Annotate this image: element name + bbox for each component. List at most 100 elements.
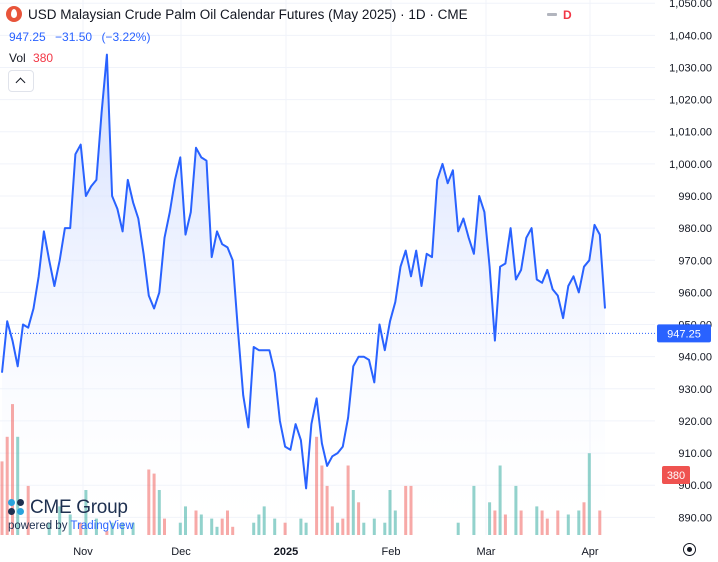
last-price-tag — [657, 324, 711, 343]
chart-header: USD Malaysian Crude Palm Oil Calendar Fu… — [6, 6, 468, 22]
volume-bar — [556, 510, 560, 535]
y-tick-label: 1,000.00 — [669, 159, 712, 171]
volume-bar — [587, 453, 591, 535]
volume-bar — [582, 502, 586, 535]
volume-bar — [503, 514, 507, 535]
volume-bar — [68, 514, 72, 535]
volume-bar — [58, 506, 62, 535]
y-tick-label: 1,010.00 — [669, 127, 712, 139]
volume-bar — [215, 526, 219, 535]
volume-bar — [372, 518, 376, 535]
symbol-title[interactable]: USD Malaysian Crude Palm Oil Calendar Fu… — [28, 6, 468, 22]
volume-bar — [5, 436, 9, 535]
y-tick-label: 980.00 — [678, 223, 712, 235]
volume-bar — [226, 510, 229, 535]
y-tick-label: 910.00 — [678, 448, 712, 460]
volume-bar — [351, 490, 355, 535]
volume-bar — [163, 518, 166, 535]
last-price: 947.25 — [9, 30, 46, 44]
volume-bar — [514, 485, 518, 535]
volume-bar — [357, 502, 361, 535]
delayed-badge[interactable]: D — [563, 8, 572, 22]
y-tick-label: 960.00 — [678, 287, 712, 299]
volume-bar — [184, 506, 187, 535]
last-volume-tag — [662, 466, 690, 484]
cme-globe-icon — [8, 499, 26, 517]
volume-bar — [540, 510, 544, 535]
volume-bar — [220, 518, 224, 535]
volume-bar — [121, 522, 125, 535]
volume-bar — [210, 518, 214, 535]
cme-group-logo: CME Group — [8, 497, 128, 519]
y-tick-label: 970.00 — [678, 255, 712, 267]
volume-bar — [409, 485, 413, 535]
volume-label: Vol — [9, 51, 26, 65]
y-tick-label: 1,020.00 — [669, 95, 712, 107]
volume-bar — [131, 522, 135, 535]
y-tick-label: 940.00 — [678, 352, 712, 364]
volume-bar — [566, 514, 570, 535]
price-readout: 947.25 −31.50 (−3.22%) — [9, 30, 156, 44]
volume-bar — [11, 404, 14, 535]
volume-bar — [231, 526, 235, 535]
powered-by[interactable]: powered by TradingView — [8, 520, 134, 532]
volume-bar — [257, 514, 261, 535]
cme-flame-icon — [6, 6, 22, 22]
volume-bar — [315, 436, 319, 535]
volume-bar — [273, 518, 277, 535]
tradingview-brand[interactable]: TradingView — [70, 520, 134, 532]
volume-bar — [84, 490, 88, 535]
volume-bar — [147, 469, 151, 535]
volume-bar — [456, 522, 460, 535]
volume-bar — [94, 518, 98, 535]
x-tick-label: Mar — [477, 546, 496, 558]
volume-bar — [598, 510, 602, 535]
volume-bar — [47, 522, 51, 535]
volume-bar — [472, 485, 476, 535]
volume-bar — [252, 522, 256, 535]
volume-bar — [194, 510, 198, 535]
x-tick-label: Dec — [171, 546, 191, 558]
price-area — [2, 54, 605, 535]
volume-bar — [110, 522, 114, 535]
logo-text: CME Group — [30, 497, 128, 518]
last-price-tag-text: 947.25 — [667, 328, 701, 340]
volume-bar — [199, 514, 203, 535]
x-tick-label: Apr — [581, 546, 598, 558]
volume-bar — [152, 473, 156, 535]
volume-bar — [0, 461, 4, 535]
volume-bar — [393, 510, 397, 535]
volume-bar — [493, 510, 497, 535]
volume-bar — [325, 485, 329, 535]
volume-bar — [341, 518, 345, 535]
volume-bar — [330, 506, 334, 535]
volume-bar — [362, 522, 366, 535]
collapse-legend-button[interactable] — [8, 70, 34, 92]
volume-bar — [16, 436, 20, 535]
price-change-pct: (−3.22%) — [101, 30, 151, 44]
volume-bar — [488, 502, 492, 535]
volume-bar — [545, 518, 549, 535]
volume-bar — [383, 522, 387, 535]
y-tick-label: 1,050.00 — [669, 0, 712, 10]
volume-bar — [283, 522, 287, 535]
volume-bar — [299, 518, 303, 535]
volume-bar — [577, 510, 581, 535]
y-tick-label: 1,040.00 — [669, 30, 712, 42]
volume-bar — [320, 465, 324, 535]
volume-bar — [498, 465, 502, 535]
volume-bar — [346, 465, 350, 535]
minimize-icon[interactable] — [547, 13, 557, 16]
x-tick-label: Nov — [73, 546, 93, 558]
price-change: −31.50 — [55, 30, 93, 44]
settings-gear-icon[interactable] — [683, 543, 696, 556]
x-tick-label: Feb — [382, 546, 401, 558]
volume-bar — [262, 506, 266, 535]
volume-bar — [26, 485, 30, 535]
y-tick-label: 890.00 — [678, 512, 712, 524]
volume-readout: Vol 380 — [9, 51, 53, 65]
volume-bar — [178, 522, 182, 535]
powered-by-text: powered by — [8, 520, 68, 532]
volume-bar — [157, 490, 161, 535]
